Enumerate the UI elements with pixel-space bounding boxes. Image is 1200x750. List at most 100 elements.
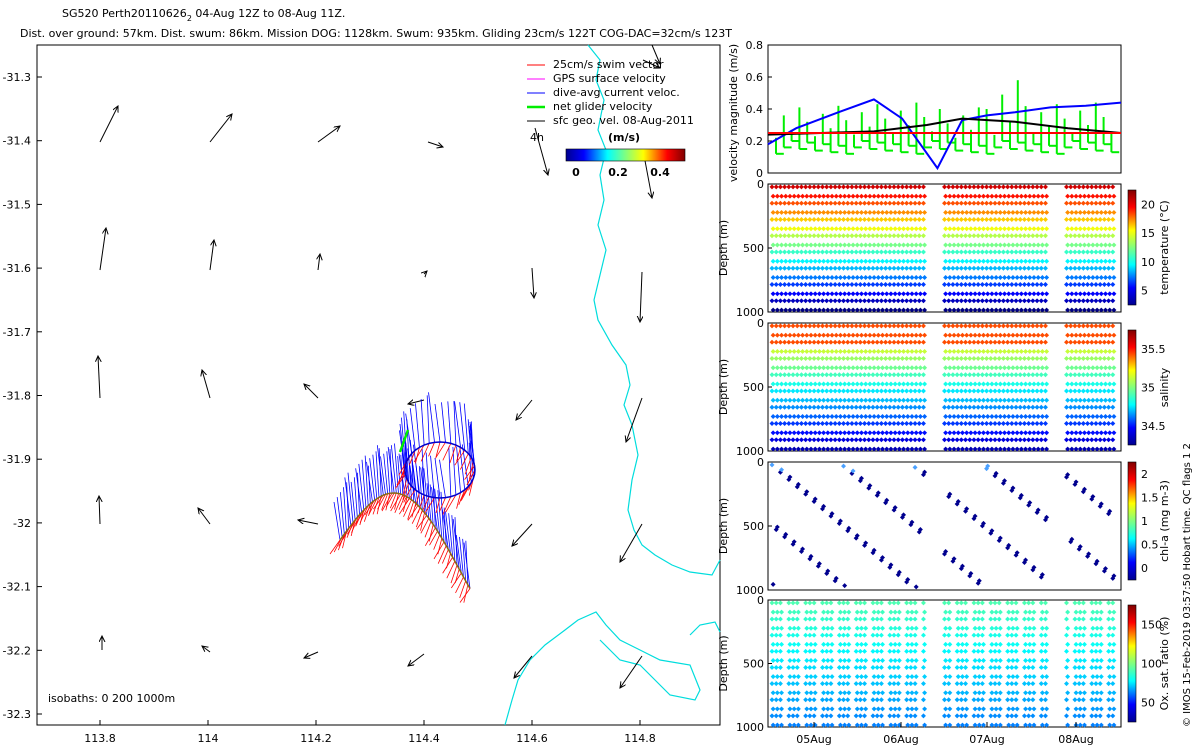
profile-sample <box>821 397 827 403</box>
profile-sample <box>825 658 831 664</box>
profile-sample <box>912 713 918 719</box>
profile-sample <box>922 658 928 664</box>
depth-axes <box>767 461 1122 591</box>
profile-sample <box>955 381 961 387</box>
swim-vector <box>413 444 425 463</box>
profile-sample <box>942 355 947 361</box>
profile-sample <box>892 641 898 647</box>
profile-sample <box>824 697 830 703</box>
profile-sample <box>774 674 780 680</box>
profile-sample <box>920 339 926 345</box>
swim-vector <box>456 492 461 509</box>
profile-sample <box>787 193 793 199</box>
profile-sample <box>770 722 776 728</box>
profile-sample <box>942 437 947 443</box>
coastline <box>587 44 721 576</box>
profile-sample <box>791 275 797 281</box>
profile-sample <box>770 307 776 313</box>
profile-sample <box>951 332 957 338</box>
profile-sample <box>1027 500 1033 506</box>
profile-sample <box>891 372 897 378</box>
profile-sample <box>857 437 863 443</box>
profile-sample <box>1000 437 1006 443</box>
profile-sample <box>972 365 978 371</box>
profile-sample <box>779 348 785 354</box>
profile-sample <box>846 706 852 712</box>
profile-sample <box>878 200 884 206</box>
profile-sample <box>1035 291 1041 297</box>
profile-sample <box>916 200 922 206</box>
profile-sample <box>857 632 863 638</box>
profile-sample <box>1072 648 1078 654</box>
profile-sample <box>947 291 953 297</box>
profile-sample <box>899 323 905 329</box>
profile-sample <box>1009 616 1015 622</box>
profile-sample <box>985 381 991 387</box>
swim-vector <box>408 450 416 466</box>
profile-sample <box>774 625 780 631</box>
profile-sample <box>804 348 810 354</box>
profile-sample <box>804 193 810 199</box>
profile-sample <box>791 658 797 664</box>
profile-sample <box>773 681 779 687</box>
vel-ytick-label: 0.4 <box>746 103 764 116</box>
profile-sample <box>837 446 843 452</box>
profile-sample <box>913 414 919 420</box>
profile-sample <box>968 193 974 199</box>
profile-sample <box>947 258 953 264</box>
profile-sample <box>979 664 985 670</box>
profile-sample <box>821 625 827 631</box>
profile-sample <box>779 446 785 452</box>
profile-sample <box>1002 291 1008 297</box>
profile-sample <box>964 430 970 436</box>
profile-sample <box>975 216 981 222</box>
profile-sample <box>850 414 856 420</box>
profile-sample <box>976 381 982 387</box>
profile-sample <box>786 681 792 687</box>
profile-sample <box>1064 282 1069 288</box>
profile-sample <box>825 307 831 313</box>
profile-sample <box>815 355 821 361</box>
current-vector <box>364 455 369 506</box>
profile-sample <box>985 332 991 338</box>
profile-sample <box>947 430 953 436</box>
profile-sample <box>996 298 1002 304</box>
profile-sample <box>878 372 884 378</box>
profile-sample <box>783 193 789 199</box>
profile-sample <box>963 298 969 304</box>
profile-sample <box>1010 365 1016 371</box>
profile-sample <box>832 233 838 239</box>
swim-vector <box>459 580 467 598</box>
profile-sample <box>854 533 860 539</box>
profile-sample <box>857 216 863 222</box>
profile-sample <box>909 209 915 215</box>
profile-sample <box>954 713 960 719</box>
profile-sample <box>955 397 961 403</box>
profile-sample <box>875 674 881 680</box>
time-axis: 05Aug 06Aug 07Aug 08Aug <box>796 722 1094 746</box>
profile-sample <box>1021 437 1027 443</box>
profile-sample <box>1021 697 1027 703</box>
profile-sample <box>899 372 905 378</box>
profile-sample <box>824 323 830 329</box>
profile-sample <box>985 307 991 313</box>
profile-sample <box>1038 421 1044 427</box>
profile-sample <box>1014 550 1020 556</box>
profile-sample <box>854 690 860 696</box>
profile-sample <box>1093 681 1099 687</box>
profile-sample <box>976 291 982 297</box>
profile-sample <box>825 446 831 452</box>
profile-sample <box>896 569 902 575</box>
profile-sample <box>800 348 806 354</box>
profile-sample <box>884 397 890 403</box>
profile-sample <box>887 713 893 719</box>
profile-sample <box>821 242 827 248</box>
profile-sample <box>943 658 949 664</box>
profile-sample <box>795 258 801 264</box>
geo-vector <box>304 384 319 399</box>
profile-sample <box>824 298 830 304</box>
profile-sample <box>1076 616 1082 622</box>
profile-sample <box>1089 265 1095 271</box>
profile-sample <box>773 339 779 345</box>
profile-sample <box>883 249 889 255</box>
